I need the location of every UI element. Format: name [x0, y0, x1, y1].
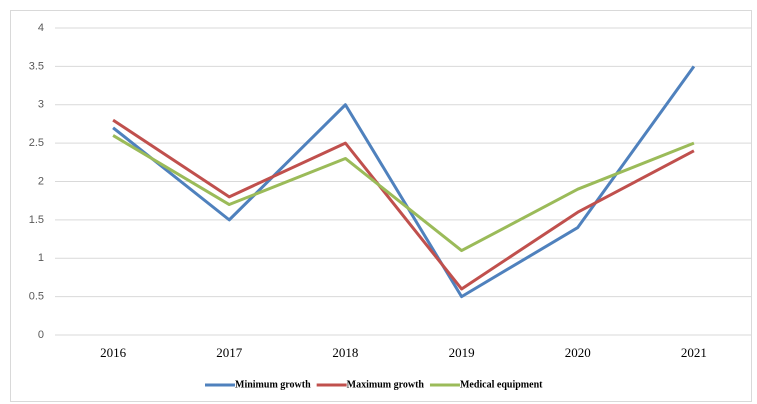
y-tick-label: 0.5 — [29, 291, 44, 303]
y-tick-label: 4 — [38, 22, 44, 34]
y-tick-label: 3 — [38, 99, 44, 111]
y-tick-label: 0 — [38, 329, 44, 341]
series-line — [112, 134, 695, 253]
x-tick-label: 2019 — [449, 345, 475, 360]
y-tick-label: 3.5 — [29, 60, 44, 72]
legend-label: Minimum growth — [235, 379, 311, 390]
y-tick-label: 1 — [38, 252, 44, 264]
x-tick-label: 2018 — [332, 345, 358, 360]
x-tick-label: 2016 — [100, 345, 127, 360]
y-tick-label: 2.5 — [29, 137, 44, 149]
legend-label: Medical equipment — [460, 379, 543, 390]
legend-label: Maximum growth — [347, 379, 425, 390]
x-tick-label: 2020 — [565, 345, 591, 360]
x-tick-label: 2017 — [216, 345, 243, 360]
x-tick-label: 2021 — [681, 345, 707, 360]
y-tick-label: 1.5 — [29, 214, 44, 226]
series-line — [112, 118, 695, 291]
y-tick-label: 2 — [38, 175, 44, 187]
chart-border — [10, 10, 752, 402]
